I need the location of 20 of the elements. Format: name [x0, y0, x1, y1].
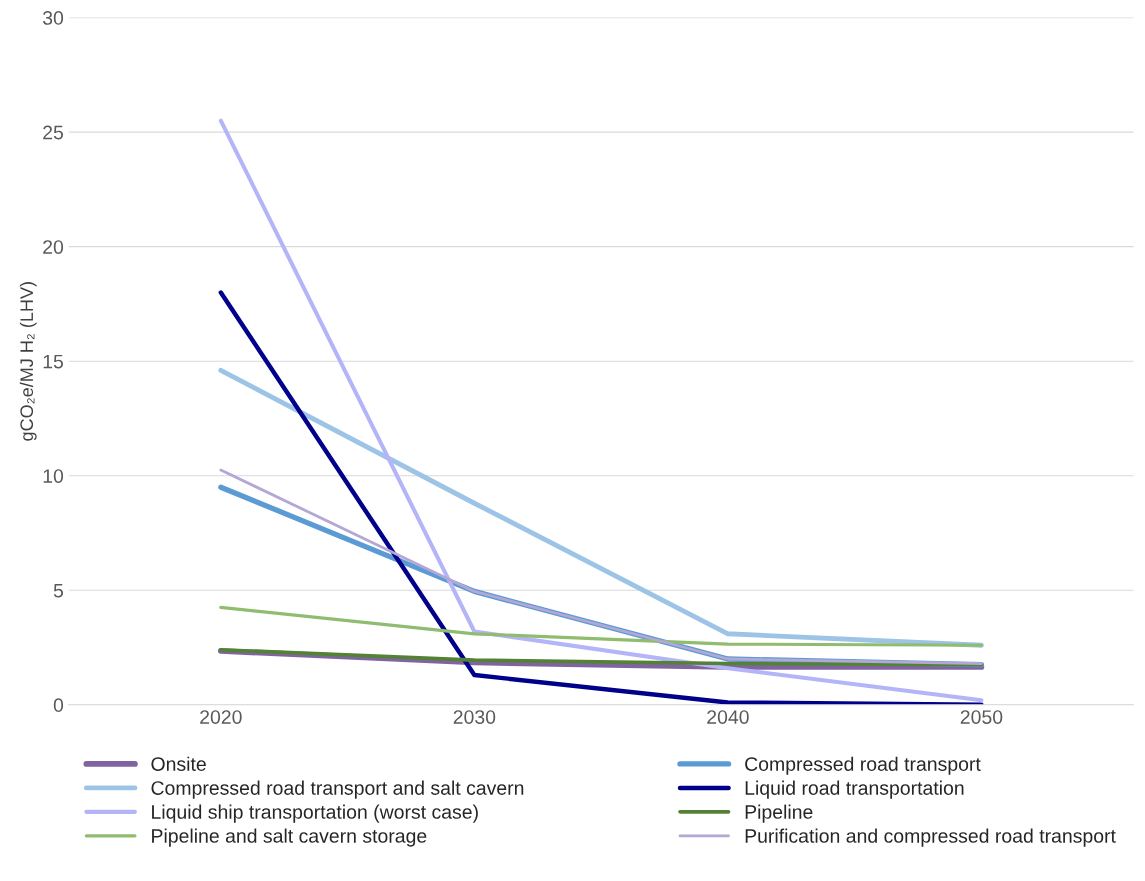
y-tick-label: 30: [42, 11, 64, 25]
y-tick-label: 10: [43, 469, 64, 483]
legend-label: Compressed road transport and salt cavern: [151, 780, 524, 799]
y-tick-label: 15: [43, 354, 64, 369]
y-tick-label: 5: [53, 583, 64, 598]
legend-label: Liquid ship transportation (worst case): [152, 804, 478, 823]
legend-label: Pipeline: [745, 804, 813, 823]
legend-label: Purification and compressed road transport: [745, 828, 1116, 847]
y-tick-label: 25: [43, 125, 64, 140]
x-tick-label: 2020: [200, 710, 242, 724]
y-tick-label: 20: [43, 240, 64, 254]
x-tick-label: 2040: [707, 710, 749, 724]
legend-label: Compressed road transport: [745, 756, 981, 775]
y-axis-title: gCO₂e/MJ H₂ (LHV): [19, 282, 37, 441]
x-tick-label: 2050: [960, 710, 1003, 724]
legend-label: Pipeline and salt cavern storage: [152, 828, 427, 847]
x-tick-label: 2030: [453, 710, 496, 724]
y-tick-label: 0: [53, 698, 64, 713]
legend-label: Liquid road transportation: [745, 780, 964, 799]
legend-label: Onsite: [151, 756, 206, 771]
